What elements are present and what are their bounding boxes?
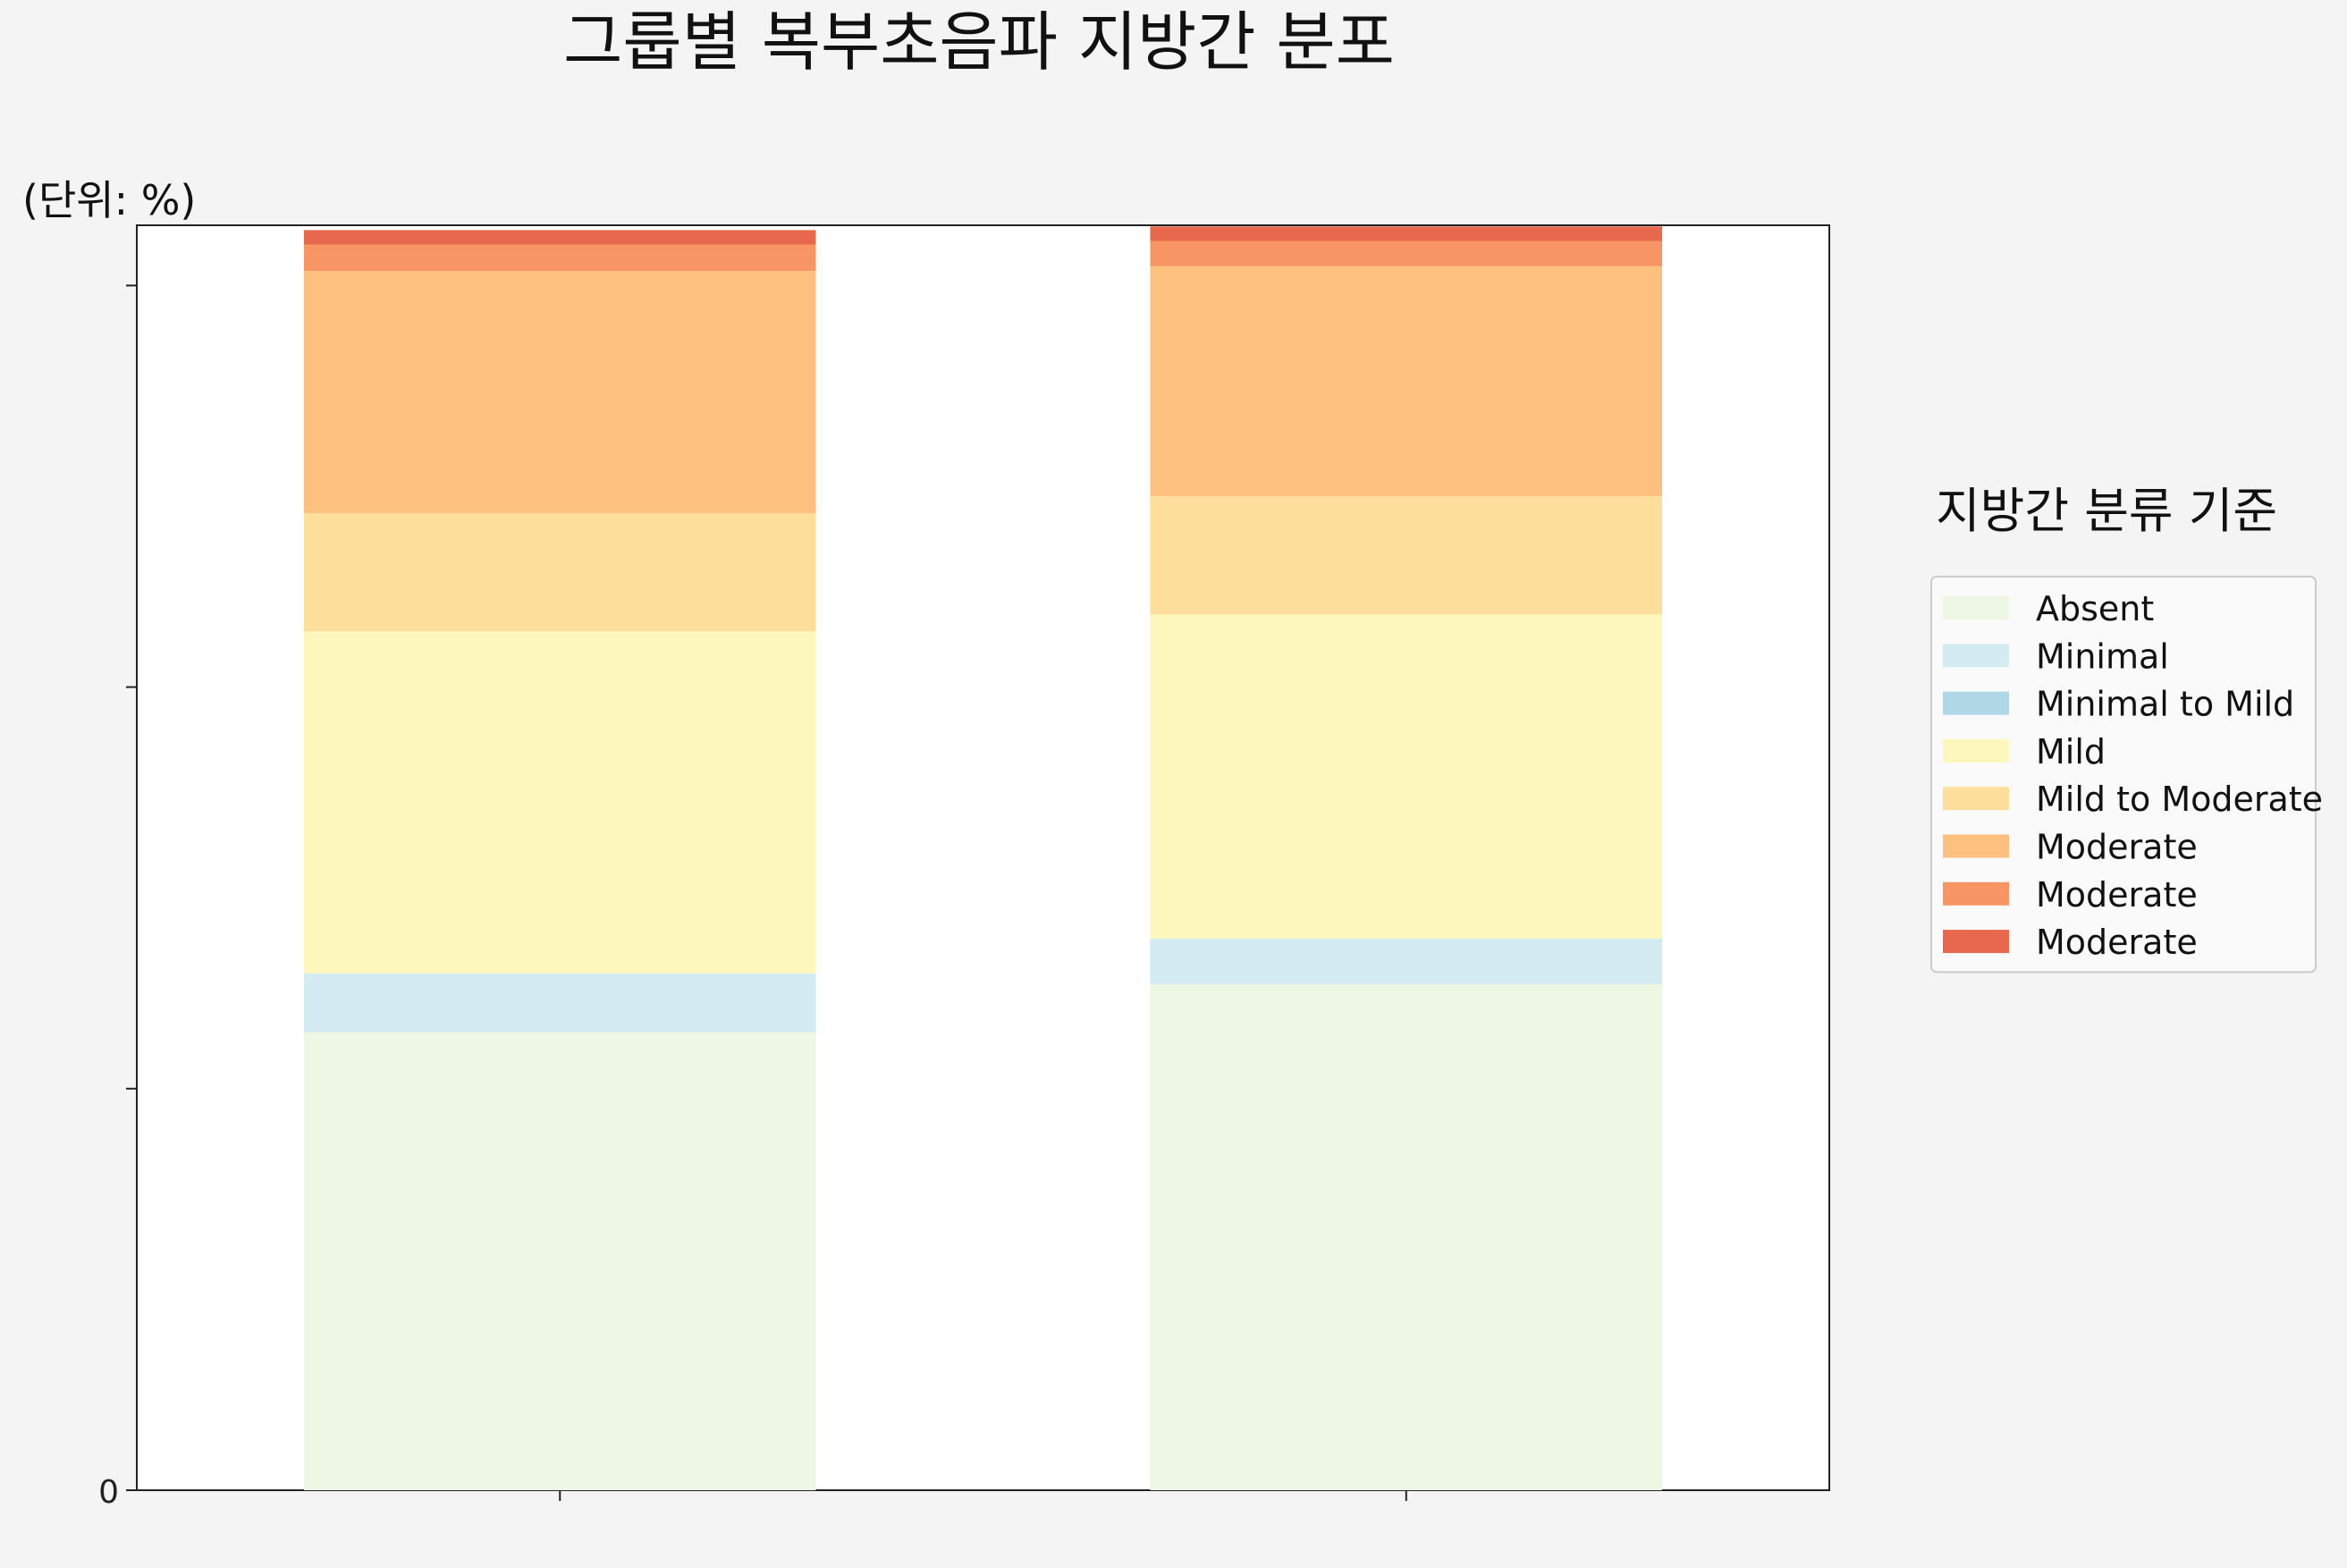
- bar-segment-1-5: [1150, 266, 1662, 497]
- chart-title: 그룹별 복부초음파 지방간 분포: [563, 4, 1395, 80]
- legend-swatch-1: [1943, 644, 2009, 668]
- bar-segment-1-0: [1150, 984, 1662, 1490]
- bars-layer: [303, 226, 1662, 1490]
- bar-segment-0-4: [303, 513, 816, 632]
- bar-segment-0-6: [303, 244, 816, 272]
- y-axis: 0: [98, 284, 1407, 1511]
- legend: 지방간 분류 기준 Absent Minimal Minimal to Mild Mil…: [1930, 483, 2323, 974]
- bar-segment-0-1: [303, 973, 816, 1033]
- legend-box: [1930, 576, 2317, 974]
- legend-label-1: Minimal: [2036, 636, 2169, 676]
- legend-swatch-3: [1943, 738, 2009, 763]
- legend-swatch-7: [1943, 930, 2009, 954]
- bar-segment-1-7: [1150, 226, 1662, 241]
- bar-segment-0-7: [303, 230, 816, 245]
- legend-label-4: Mild to Moderate: [2036, 780, 2323, 819]
- bar-segment-1-1: [1150, 938, 1662, 984]
- legend-swatch-0: [1943, 596, 2009, 620]
- bar-segment-1-4: [1150, 496, 1662, 615]
- bar-segment-1-3: [1150, 614, 1662, 939]
- bar-segment-0-0: [303, 1032, 816, 1490]
- legend-title: 지방간 분류 기준: [1936, 483, 2277, 539]
- legend-label-2: Minimal to Mild: [2036, 685, 2294, 724]
- legend-label-5: Moderate: [2036, 828, 2198, 867]
- unit-label: (단위: %): [22, 176, 196, 224]
- legend-swatch-5: [1943, 834, 2009, 858]
- legend-swatch-4: [1943, 787, 2009, 811]
- legend-swatch-2: [1943, 691, 2009, 715]
- legend-label-6: Moderate: [2036, 875, 2198, 915]
- bar-segment-0-3: [303, 631, 816, 974]
- legend-label-0: Absent: [2036, 589, 2154, 628]
- legend-swatch-6: [1943, 881, 2009, 906]
- bar-segment-0-5: [303, 271, 816, 514]
- bar-segment-1-6: [1150, 240, 1662, 266]
- legend-label-7: Moderate: [2036, 923, 2198, 962]
- legend-label-3: Mild: [2036, 732, 2106, 771]
- y-tick-label-0: 0: [98, 1474, 119, 1511]
